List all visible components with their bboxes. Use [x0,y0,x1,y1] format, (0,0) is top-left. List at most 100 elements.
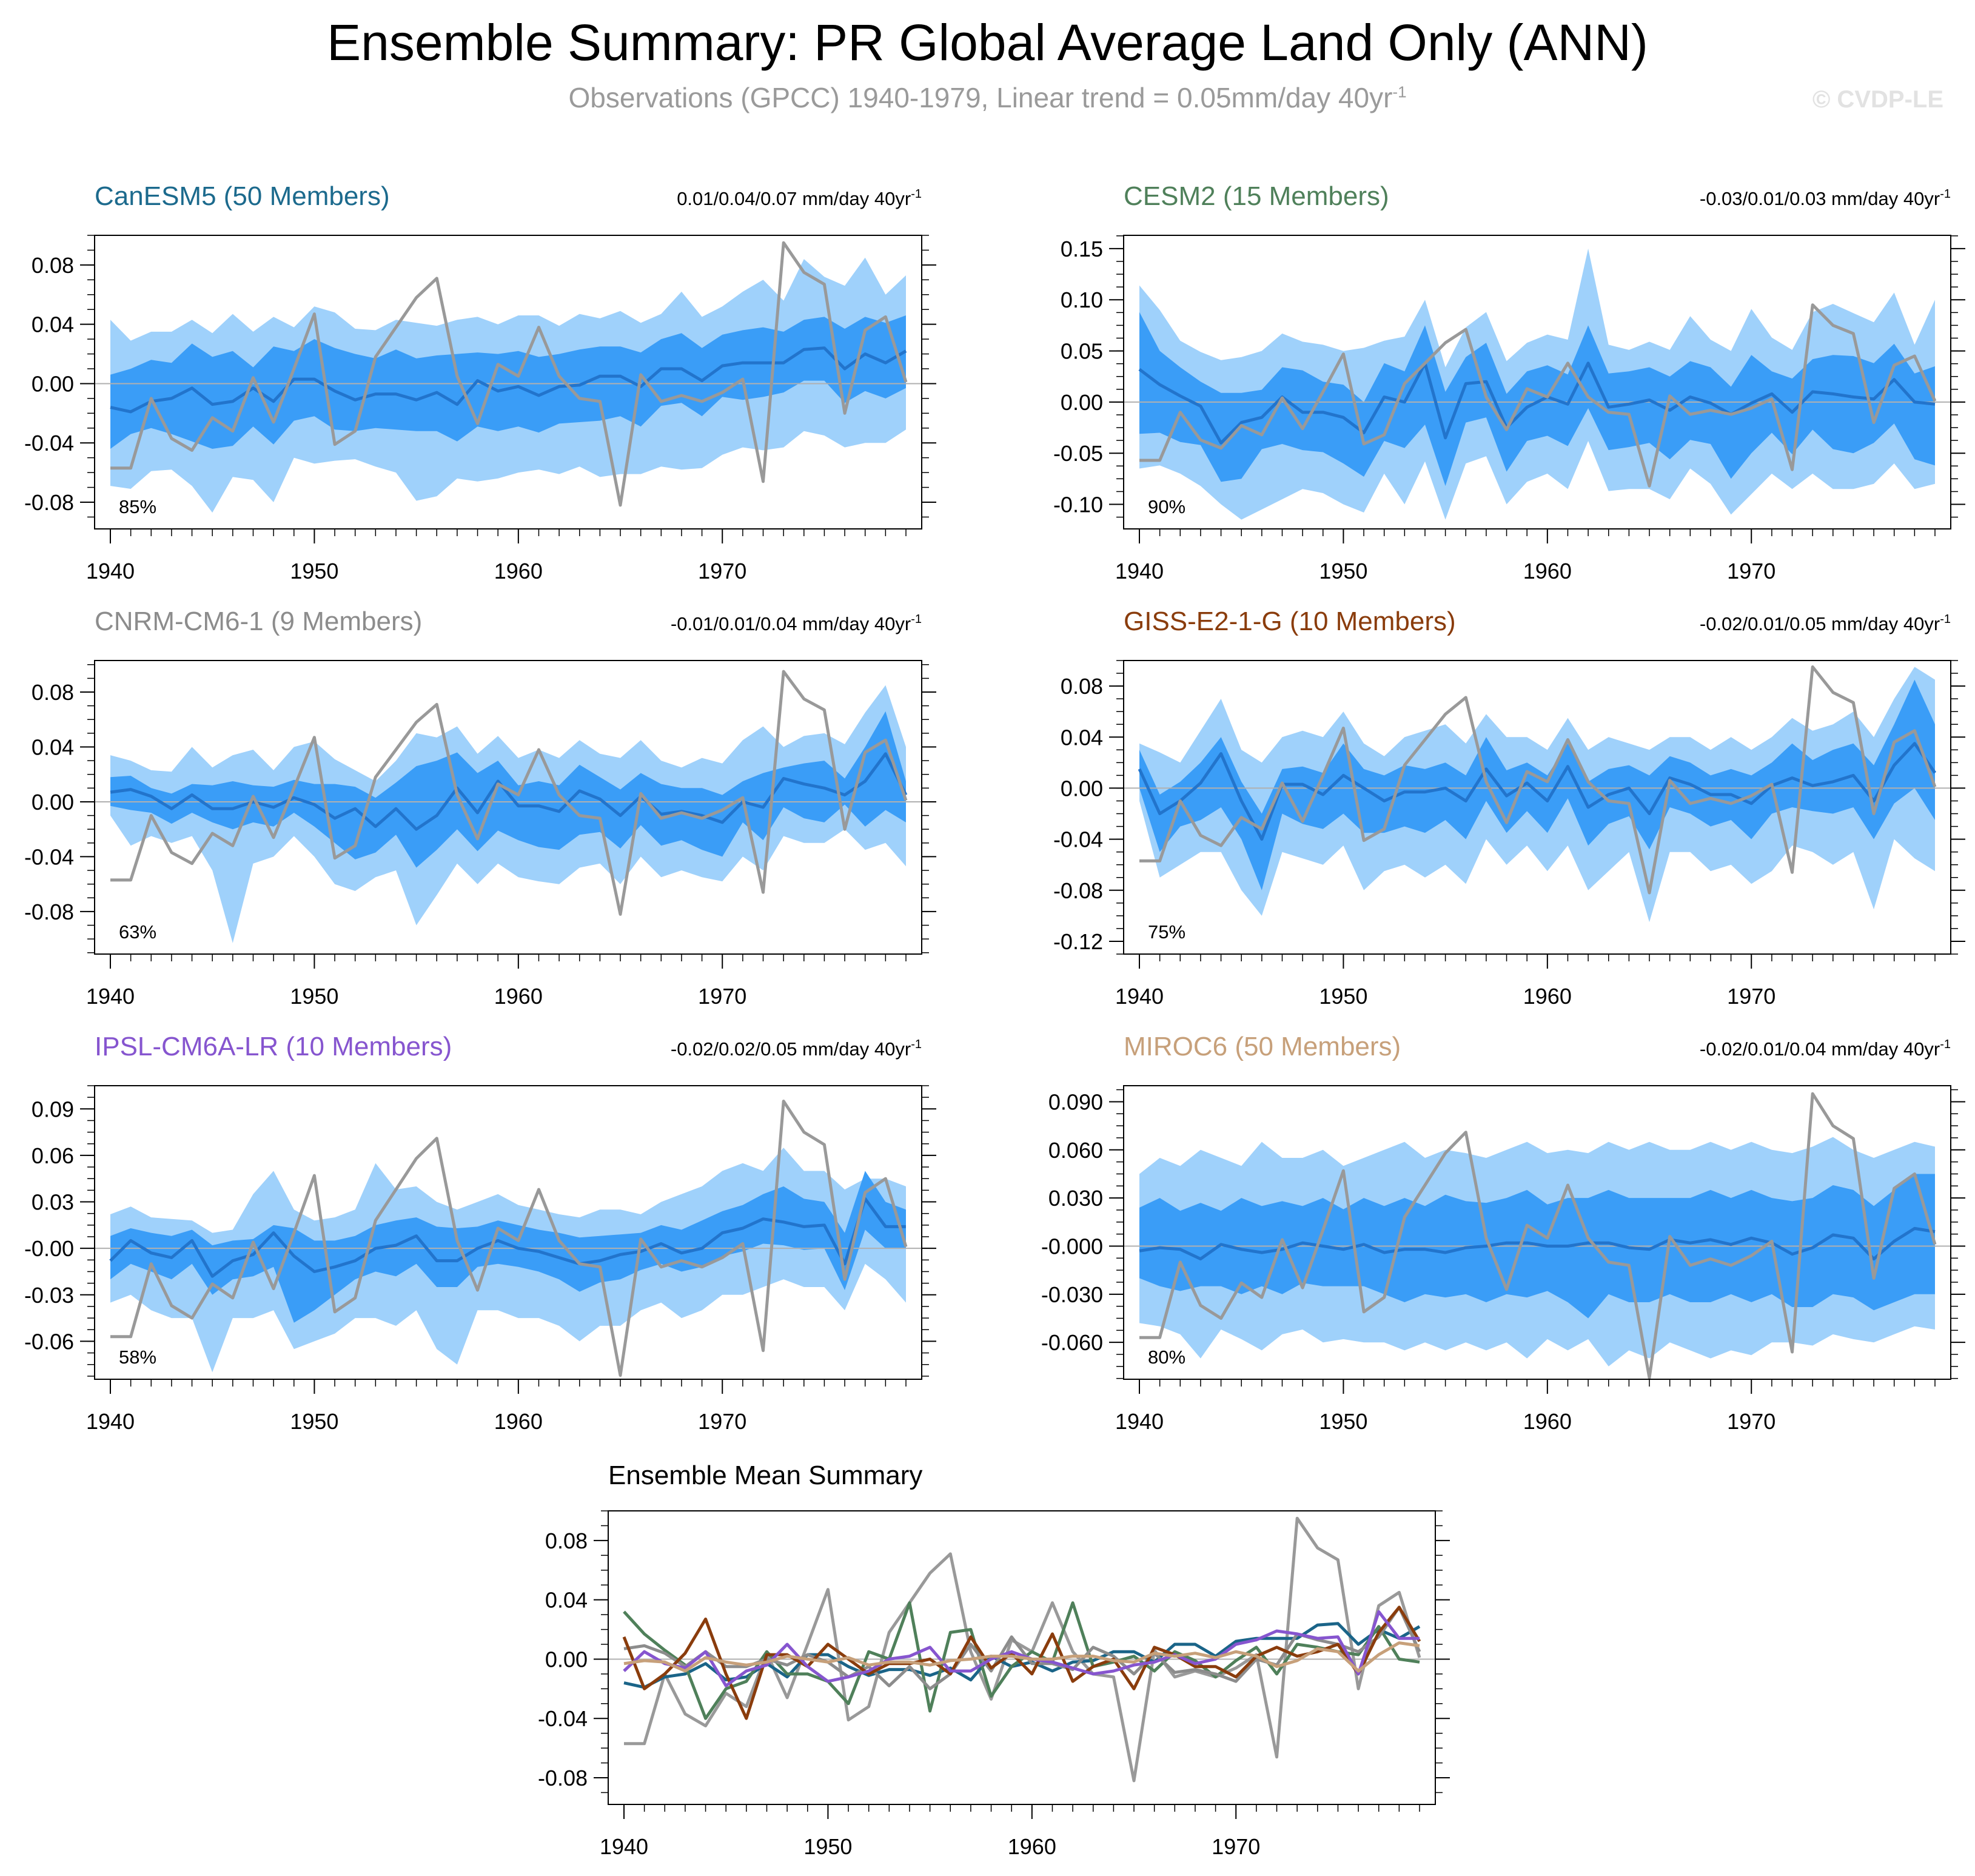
y-tick-label: -0.030 [1041,1282,1103,1307]
x-tick-label: 1970 [698,984,746,1009]
x-tick-label: 1950 [290,559,338,583]
x-tick-label: 1950 [1319,1409,1367,1434]
y-tick-label: -0.00 [24,1236,74,1261]
y-tick-label: -0.10 [1053,493,1103,517]
ensemble-mean-line [1139,1226,1936,1261]
y-tick-label: -0.08 [24,899,74,924]
y-tick-label: 0.08 [1061,674,1103,699]
x-tick-label: 1950 [290,1409,338,1434]
panel-trend-value: -0.03/0.01/0.03 mm/day 40yr [1700,188,1940,209]
x-tick-label: 1960 [1008,1834,1056,1859]
panel-canesm5: -0.08 -0.04 0.00 0.04 0.08 1940 1950 1960 1970 Ca… [24,181,936,583]
percent-label: 63% [119,921,156,943]
x-tick-label: 1960 [1523,559,1572,583]
y-tick-label: -0.04 [538,1706,588,1731]
percent-label: 58% [119,1346,156,1368]
panel-cnrm-cm6-1: -0.08 -0.04 0.00 0.04 0.08 1940 1950 1960 1970 CN… [24,607,936,1009]
panel-trend-superscript: -1 [1940,187,1951,201]
x-tick-label: 1940 [86,559,135,583]
x-tick-label: 1960 [494,559,543,583]
y-tick-label: -0.04 [1053,827,1103,852]
y-tick-label: 0.09 [32,1097,74,1121]
y-tick-label: 0.04 [1061,725,1103,750]
x-tick-label: 1970 [1727,984,1775,1009]
panel-trend-text: -0.02/0.01/0.04 mm/day 40yr-1 [1700,1038,1951,1060]
series-line-ipsl-cm6a-lr [623,1610,1420,1687]
y-tick-label: 0.060 [1048,1138,1103,1163]
x-tick-label: 1940 [1115,559,1164,583]
panel-title: GISS-E2-1-G (10 Members) [1124,607,1456,636]
y-tick-label: -0.000 [1041,1234,1103,1259]
x-tick-label: 1960 [494,1409,543,1434]
x-tick-label: 1970 [1727,1409,1775,1434]
y-tick-label: 0.00 [1061,776,1103,801]
plot-frame [1123,660,1951,955]
plot-frame [1123,235,1951,530]
x-tick-label: 1970 [698,559,746,583]
panel-title: CESM2 (15 Members) [1124,181,1389,211]
panel-trend-text: -0.01/0.01/0.04 mm/day 40yr-1 [671,613,922,634]
panel-trend-value: -0.02/0.02/0.05 mm/day 40yr [671,1038,911,1060]
panel-trend-value: 0.01/0.04/0.07 mm/day 40yr [677,188,911,209]
y-tick-label: -0.08 [1053,878,1103,903]
x-tick-label: 1970 [698,1409,746,1434]
subtitle-superscript: -1 [1392,82,1407,101]
y-tick-label: 0.03 [32,1190,74,1215]
observations-line [1139,665,1937,895]
y-tick-label: 0.04 [545,1588,588,1613]
panel-title: CanESM5 (50 Members) [95,181,390,211]
y-tick-label: -0.08 [538,1766,588,1790]
panel-trend-value: -0.01/0.01/0.04 mm/day 40yr [671,613,911,634]
panel-trend-superscript: -1 [1940,1038,1951,1051]
y-tick-label: 0.08 [545,1528,588,1553]
y-tick-label: 0.10 [1061,287,1103,312]
y-tick-label: 0.08 [32,253,74,278]
y-tick-label: 0.05 [1061,339,1103,364]
figure-subtitle: Observations (GPCC) 1940-1979, Linear tr… [0,81,1975,114]
panel-title: IPSL-CM6A-LR (10 Members) [95,1032,452,1061]
plot-frame [94,1085,922,1380]
panel-trend-text: -0.02/0.01/0.05 mm/day 40yr-1 [1700,613,1951,634]
observations-line [110,1100,908,1377]
panel-title: MIROC6 (50 Members) [1124,1032,1401,1061]
y-tick-label: -0.03 [24,1283,74,1308]
x-tick-label: 1950 [803,1834,852,1859]
panel-trend-text: 0.01/0.04/0.07 mm/day 40yr-1 [677,187,922,209]
y-tick-label: 0.06 [32,1143,74,1168]
observations-line [1139,303,1937,488]
panel-ipsl-cm6a-lr: -0.06 -0.03 -0.00 0.03 0.06 0.09 1940 1950 1960 1… [24,1032,936,1434]
panel-trend-superscript: -1 [1940,613,1951,626]
plot-frame [94,235,922,530]
figure-title: Ensemble Summary: PR Global Average Land… [327,14,1648,71]
y-tick-label: -0.04 [24,844,74,869]
panel-trend-superscript: -1 [911,187,922,201]
panel-trend-value: -0.02/0.01/0.04 mm/day 40yr [1700,1038,1940,1060]
panel-title: CNRM-CM6-1 (9 Members) [95,607,422,636]
percent-label: 90% [1148,496,1185,517]
observations-line [110,670,908,916]
panel-trend-value: -0.02/0.01/0.05 mm/day 40yr [1700,613,1940,634]
y-tick-label: -0.08 [24,490,74,515]
percent-label: 80% [1148,1346,1185,1368]
percent-label: 85% [119,496,156,517]
x-tick-label: 1960 [494,984,543,1009]
x-tick-label: 1940 [600,1834,648,1859]
panel-trend-text: -0.03/0.01/0.03 mm/day 40yr-1 [1700,187,1951,209]
y-tick-label: 0.00 [32,790,74,815]
y-tick-label: -0.06 [24,1329,74,1354]
series-line-miroc6 [623,1641,1420,1673]
x-tick-label: 1940 [1115,1409,1164,1434]
percent-label: 75% [1148,921,1185,943]
y-tick-label: -0.05 [1053,441,1103,466]
subtitle-text: Observations (GPCC) 1940-1979, Linear tr… [568,82,1393,113]
panel-miroc6: -0.060 -0.030 -0.000 0.030 0.060 0.090 1940 195… [1041,1032,1965,1434]
y-tick-label: -0.04 [24,431,74,456]
x-tick-label: 1950 [1319,984,1367,1009]
y-tick-label: -0.060 [1041,1330,1103,1355]
inner-spread-band [110,1171,906,1323]
series-line-giss-e2-1-g [622,1605,1421,1720]
panel-trend-superscript: -1 [911,1038,922,1051]
y-tick-label: 0.00 [1061,390,1103,415]
y-tick-label: -0.12 [1053,929,1103,954]
x-tick-label: 1940 [1115,984,1164,1009]
